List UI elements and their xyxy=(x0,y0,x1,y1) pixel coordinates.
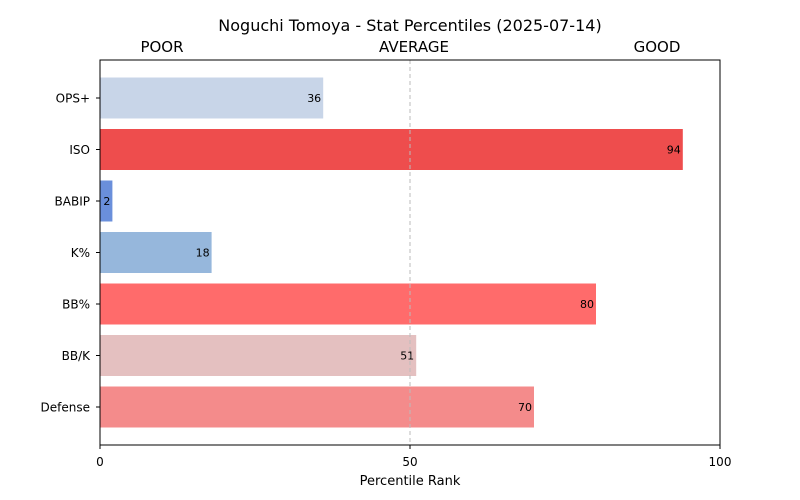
chart-title: Noguchi Tomoya - Stat Percentiles (2025-… xyxy=(218,16,601,35)
bar-bb-k xyxy=(100,335,417,376)
band-label-poor: POOR xyxy=(140,38,183,56)
y-tick-label-ops: OPS+ xyxy=(56,92,90,106)
bar-ops xyxy=(100,77,324,119)
x-tick-label-100: 100 xyxy=(709,455,732,469)
y-tick-label-babip: BABIP xyxy=(55,195,90,209)
data-label-k: 18 xyxy=(196,247,210,260)
data-label-babip: 2 xyxy=(103,195,110,208)
y-tick-label-iso: ISO xyxy=(69,143,90,157)
y-tick-label-bb-k: BB/K xyxy=(62,349,92,363)
bar-bb xyxy=(100,283,596,325)
band-label-average: AVERAGE xyxy=(379,38,449,56)
data-label-iso: 94 xyxy=(667,144,681,157)
data-label-bb-k: 51 xyxy=(400,350,414,363)
data-label-bb: 80 xyxy=(580,298,594,311)
x-tick-label-0: 0 xyxy=(96,455,104,469)
bar-babip xyxy=(100,180,113,222)
data-label-defense: 70 xyxy=(518,401,532,414)
y-tick-label-bb: BB% xyxy=(62,298,90,312)
bar-iso xyxy=(100,129,683,170)
y-tick-label-k: K% xyxy=(71,246,90,260)
data-label-ops: 36 xyxy=(307,92,321,105)
band-label-good: GOOD xyxy=(634,38,681,56)
x-tick-label-50: 50 xyxy=(402,455,417,469)
y-tick-label-defense: Defense xyxy=(41,401,90,415)
bar-k xyxy=(100,232,212,273)
bar-defense xyxy=(100,386,534,428)
x-axis-label: Percentile Rank xyxy=(360,474,461,489)
